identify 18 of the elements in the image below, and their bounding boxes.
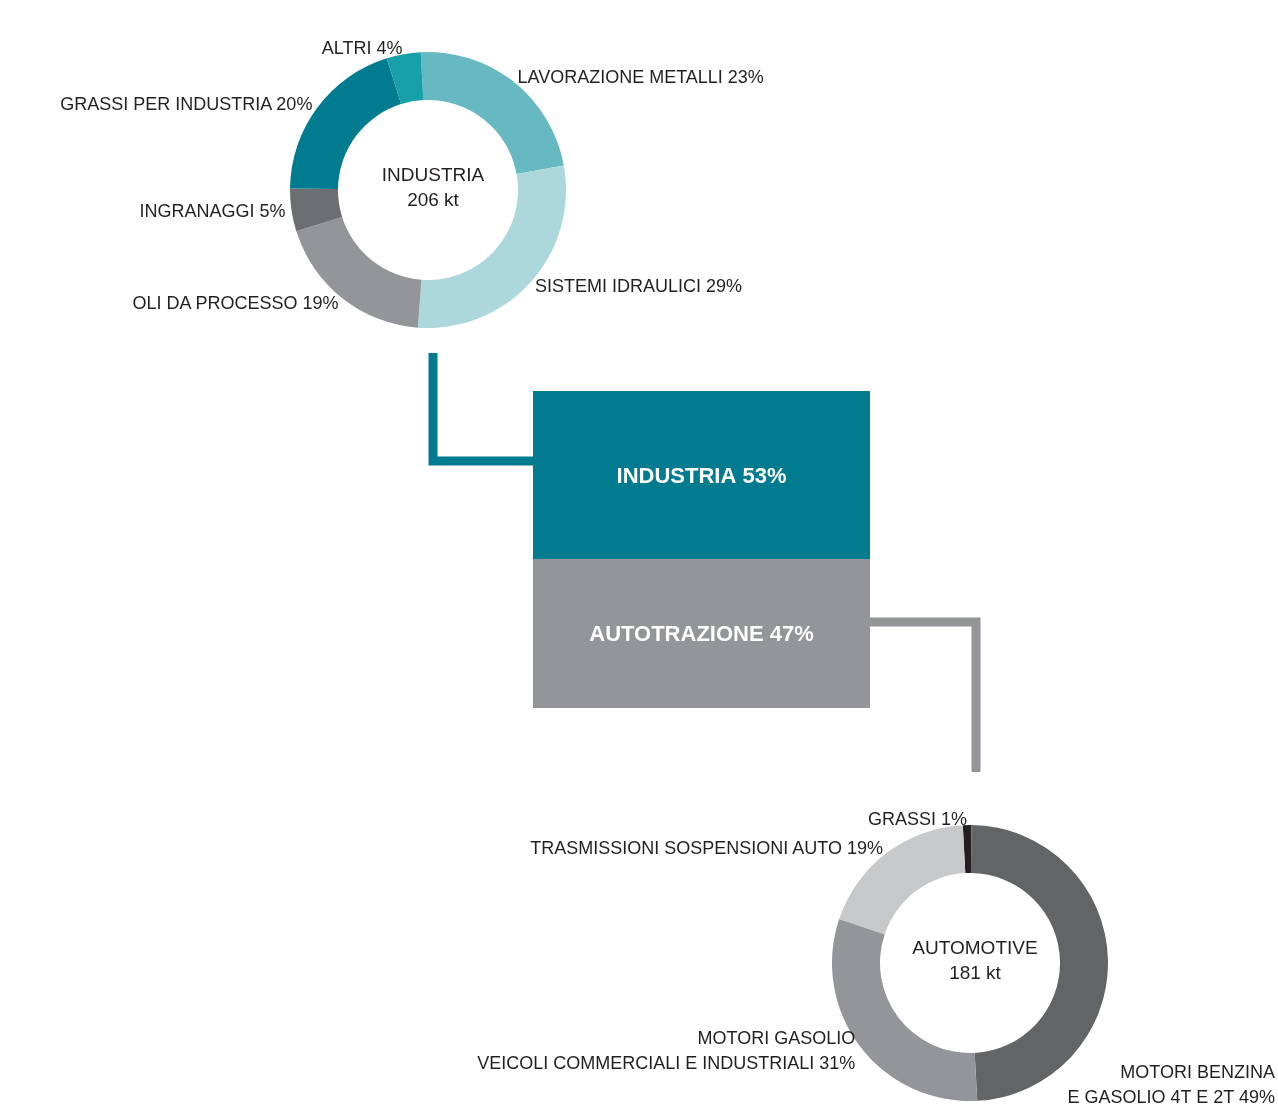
slice-label: ALTRI 4% xyxy=(321,38,403,59)
text: AUTOMOTIVE xyxy=(912,937,1038,958)
series-label: AUTOTRAZIONE xyxy=(589,621,764,647)
slice-label: INGRANAGGI 5% xyxy=(139,201,286,222)
slice-label: MOTORI BENZINA E GASOLIO 4T E 2T 49% xyxy=(1067,1061,1275,1107)
text: 206 kt xyxy=(407,189,460,210)
series-label: INDUSTRIA xyxy=(616,462,737,488)
data-label: 53% xyxy=(742,462,787,488)
slice-label: TRASMISSIONI SOSPENSIONI AUTO 19% xyxy=(530,838,883,859)
text: 181 kt xyxy=(949,962,1002,983)
data-label: 47% xyxy=(769,621,814,647)
slice-label: SISTEMI IDRAULICI 29% xyxy=(535,276,743,297)
slice-label: OLI DA PROCESSO 19% xyxy=(132,292,339,313)
slice-label: LAVORAZIONE METALLI 23% xyxy=(517,67,764,88)
slice-label: MOTORI GASOLIO VEICOLI COMMERCIALI E INDUSTRIALI 31% xyxy=(477,1027,856,1073)
slice-label: GRASSI PER INDUSTRIA 20% xyxy=(60,94,313,115)
text: INDUSTRIA xyxy=(381,164,485,185)
slice-label: GRASSI 1% xyxy=(867,809,967,830)
